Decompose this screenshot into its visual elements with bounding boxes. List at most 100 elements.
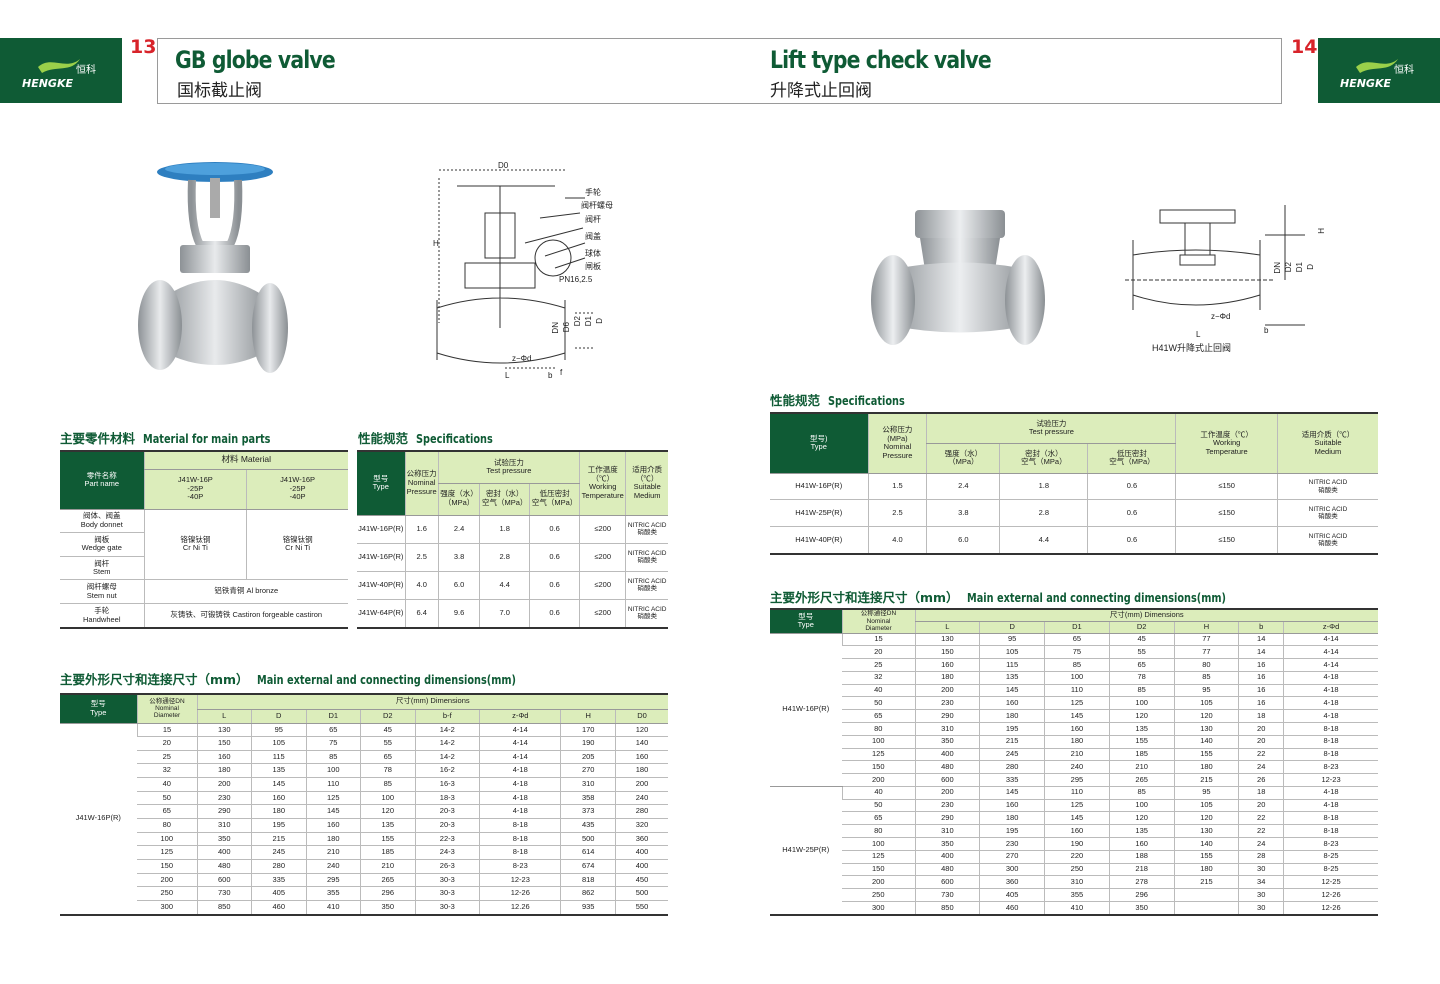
part-name: 阀杆 Stem [60,556,144,581]
low-seal-header: 低压密封 空气（MPa） [529,483,580,516]
dimension-cell: 405 [979,888,1045,902]
working-temperature-header: 工作温度 （℃） Working Temperature [579,451,626,516]
test-pressure-header: 试验压力 Test pressure [437,451,580,484]
dimension-cell: 280 [251,859,306,874]
dn-cell: 125 [137,845,197,861]
dimension-cell: 180 [1173,863,1239,877]
dimension-cell: 85 [1108,786,1175,800]
check-valve-photo [871,210,1045,345]
dimension-cell: 65 [1044,633,1110,647]
dimension-cell: 180 [914,671,980,685]
spec-cell: 6.4 [404,599,439,629]
dn-cell: 150 [842,760,915,775]
type-header: 型号) Type [770,413,868,474]
dimension-cell: 480 [196,859,252,874]
dimension-cell: 4-14 [479,750,561,765]
part-name: 手轮 Handwheel [60,603,144,629]
dn-cell: 80 [137,818,197,833]
spec-cell: 2.8 [479,543,530,572]
dimension-cell: 155 [1173,850,1239,864]
dimension-cell: 4-18 [479,791,561,806]
dimension-cell: 180 [614,763,668,779]
dimension-cell: 34 [1238,875,1284,890]
dimension-cell: 30 [1238,901,1284,916]
material-cell: 铬镍钛钢 Cr Ni Ti [143,509,247,581]
dimension-cell: 14-2 [414,736,480,751]
dimension-cell: 200 [196,777,252,792]
dimension-cell: 500 [560,832,616,847]
heading-cn: 主要外形尺寸和连接尺寸（mm） [770,590,959,605]
dimension-cell: 180 [196,763,252,779]
table-row: J41W-16P(R) 2.5 3.8 2.8 0.6 ≤200 NITRIC ACID 硝… [357,543,668,572]
dimension-cell: 150 [914,645,980,660]
dimension-cell: 195 [979,824,1045,838]
spec-cell: 6.0 [926,526,1000,555]
dimension-cell: 78 [360,763,415,779]
dn-cell: 25 [842,658,915,672]
type-cell: H41W-25P(R) [770,499,868,528]
dimension-cell: 145 [979,684,1045,698]
type-cell: J41W-64P(R) [357,599,405,629]
dimension-cell: 400 [196,845,252,861]
label-dn: DN [551,322,560,334]
heading-en: Specifications [416,431,493,446]
dimension-cell: 100 [305,763,361,779]
spec-cell: 4.4 [999,526,1088,555]
dimension-cell: 290 [914,811,980,826]
heading-cn: 主要外形尺寸和连接尺寸（mm） [60,672,249,687]
dimension-cell: 160 [1108,837,1175,851]
specs-heading-right: 性能规范 Specifications [770,390,926,409]
dimension-cell: 180 [1044,735,1110,749]
drawing-caption: H41W升降式止回阀 [1152,343,1232,353]
label-bonnet: 阀盖 [585,232,601,241]
dimension-cell: 30-3 [414,900,480,916]
dimension-cell: 145 [1044,709,1110,723]
table-row: H41W-25P(R) 2.5 3.8 2.8 0.6 ≤150 NITRIC ACID 硝… [770,499,1378,528]
specs-heading-left: 性能规范 Specifications [358,428,514,447]
label-d1: D1 [584,316,593,327]
dimension-cell: 16 [1238,684,1284,698]
dimension-cell: 55 [1108,645,1175,660]
dimension-cell: 358 [560,791,616,806]
dimension-cell: 295 [1044,773,1110,787]
column-header-d2: D2 [1108,621,1175,634]
low-seal-header: 低压密封 空气（MPa） [1087,443,1176,474]
model-col: J41W-16P -25P -40P [246,469,348,510]
dimension-cell: 215 [979,735,1045,749]
dn-cell: 100 [842,837,915,851]
table-row: 125 400 245 210 185 24-3 8-18 614 400 [60,845,668,861]
heading-en: Main external and connecting dimensions(… [256,672,516,687]
dn-cell: 100 [842,735,915,749]
dn-cell: 65 [137,804,197,820]
dimension-cell: 400 [614,859,668,874]
dimension-cell: 14 [1238,633,1284,647]
dimension-cell: 195 [251,818,306,833]
dimension-cell: 200 [914,786,980,800]
table-row: 200 600 335 295 265 30-3 12-23 818 450 [60,873,668,888]
dimension-cell: 218 [1108,863,1175,877]
dimension-cell: 310 [196,818,252,833]
dimension-cell: 270 [560,763,616,779]
part-name: 阀杆螺母 Stem nut [60,579,144,605]
spec-cell: 4.0 [404,571,439,600]
material-cell: 灰铸铁、可锻铸铁 Castiron forgeable castiron [143,603,348,629]
dimension-cell: 8-23 [479,859,561,874]
dimension-cell: 110 [1044,684,1110,698]
dn-cell: 40 [137,777,197,792]
dimension-cell: 4-18 [1283,684,1378,698]
spec-cell: ≤150 [1175,473,1278,501]
dimension-cell: 355 [305,886,361,902]
table-row: 65 290 180 145 120 120 18 4-18 [770,709,1378,723]
type-cell: J41W-16P(R) [60,723,137,916]
dn-cell: 80 [842,722,915,736]
material-cell: 铬镍钛钢 Cr Ni Ti [246,509,348,581]
brand-logo-left: HENGKE 恒科 [0,38,122,103]
dimension-cell: 180 [251,804,306,820]
dn-cell: 200 [842,773,915,787]
dimension-cell: 120 [1108,709,1175,723]
dimension-cell: 26 [1238,773,1284,787]
materials-table: 零件名称 Part name 材料 Material J41W-16P -25P … [60,450,348,629]
dn-cell: 20 [137,736,197,751]
spec-cell: 2.8 [999,499,1088,528]
